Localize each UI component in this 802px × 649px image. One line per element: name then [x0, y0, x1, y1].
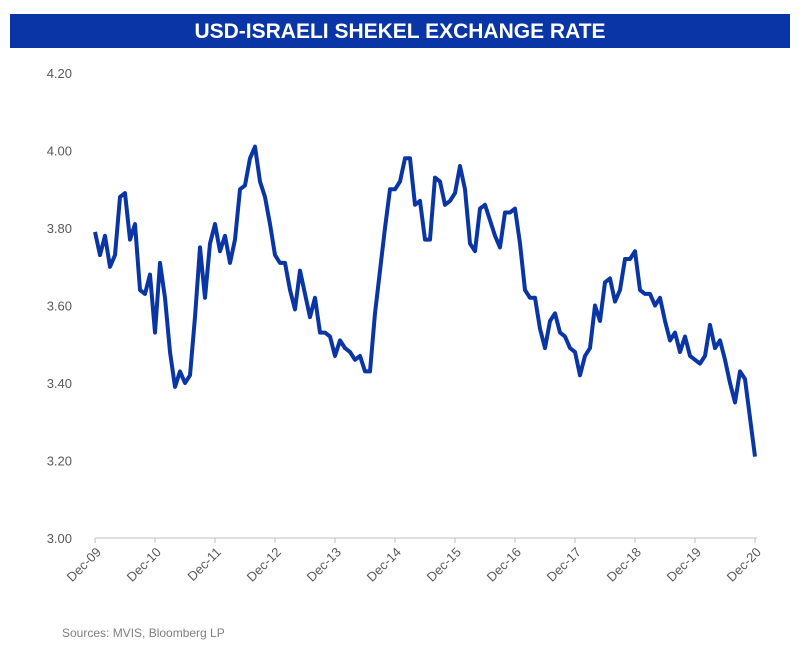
y-tick-label: 3.40 — [47, 376, 72, 391]
x-tick-label: Dec-11 — [184, 544, 224, 584]
y-tick-label: 4.00 — [47, 144, 72, 159]
title-banner — [10, 14, 790, 48]
y-tick-label: 3.00 — [47, 531, 72, 546]
x-tick-label: Dec-14 — [364, 544, 404, 584]
x-tick-label: Dec-19 — [664, 544, 704, 584]
x-tick-label: Dec-12 — [244, 544, 284, 584]
y-tick-label: 3.20 — [47, 454, 72, 469]
chart-title: USD-ISRAELI SHEKEL EXCHANGE RATE — [194, 20, 605, 43]
x-tick-label: Dec-10 — [124, 544, 164, 584]
x-tick-label: Dec-15 — [424, 544, 464, 584]
y-tick-label: 3.80 — [47, 221, 72, 236]
x-tick-label: Dec-18 — [604, 544, 644, 584]
data-line — [93, 144, 757, 457]
x-tick-label: Dec-09 — [64, 544, 104, 584]
x-tick-label: Dec-13 — [304, 544, 344, 584]
x-tick-label: Dec-20 — [724, 544, 764, 584]
y-tick-label: 3.60 — [47, 299, 72, 314]
x-tick-label: Dec-16 — [484, 544, 524, 584]
x-tick-label: Dec-17 — [544, 544, 584, 584]
source-note: Sources: MVIS, Bloomberg LP — [62, 626, 225, 640]
y-tick-label: 4.20 — [47, 66, 72, 81]
